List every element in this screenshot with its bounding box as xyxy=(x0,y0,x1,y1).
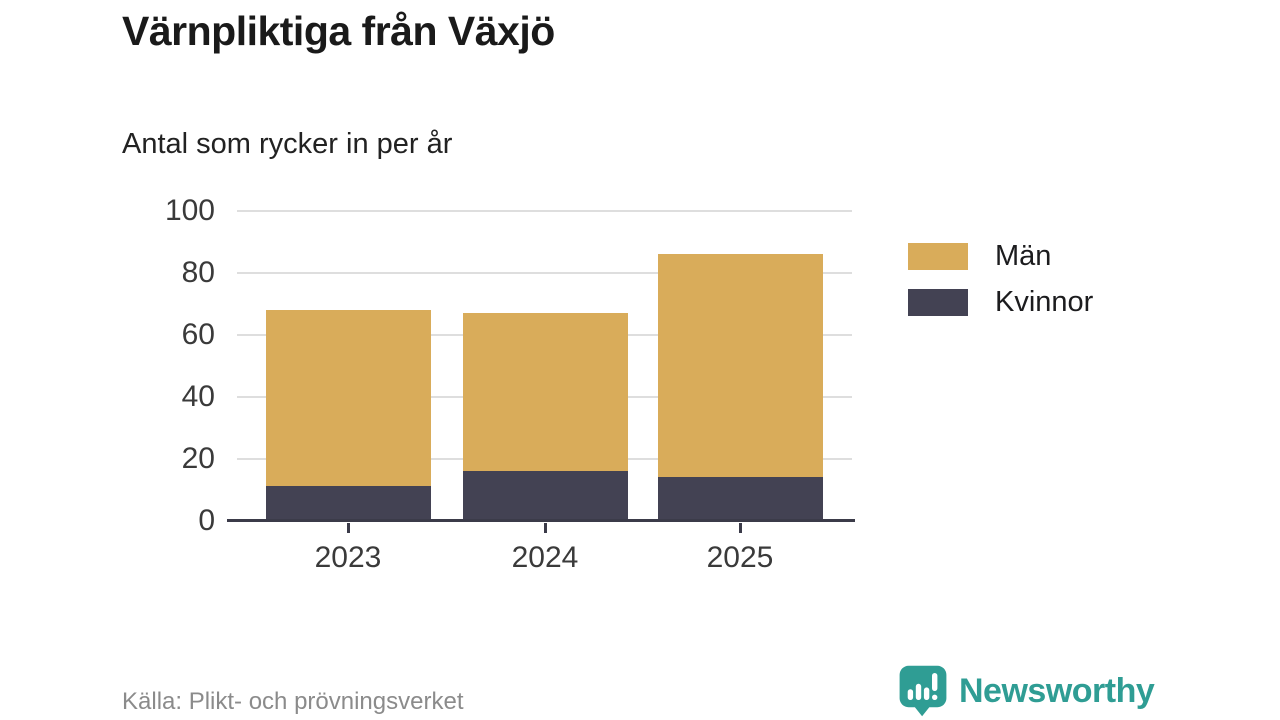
gridline-100 xyxy=(237,210,852,212)
bar-2024-män xyxy=(463,313,628,471)
legend-label-kvinnor: Kvinnor xyxy=(995,289,1093,316)
newsworthy-logo[interactable]: Newsworthy xyxy=(896,664,1154,718)
x-tick-2023 xyxy=(347,523,350,533)
y-tick-label-80: 80 xyxy=(90,256,215,290)
y-tick-label-60: 60 xyxy=(90,318,215,352)
x-tick-2024 xyxy=(544,523,547,533)
y-tick-label-40: 40 xyxy=(90,380,215,414)
bar-2023-män xyxy=(266,310,431,486)
x-tick-2025 xyxy=(739,523,742,533)
chart-subtitle: Antal som rycker in per år xyxy=(122,128,452,161)
legend-item-kvinnor: Kvinnor xyxy=(908,289,1093,316)
bar-2024-kvinnor xyxy=(463,471,628,521)
newsworthy-logo-icon xyxy=(896,664,950,718)
x-tick-label-2023: 2023 xyxy=(278,540,418,576)
legend-label-män: Män xyxy=(995,243,1051,270)
plot-area xyxy=(237,211,852,521)
y-tick-label-20: 20 xyxy=(90,442,215,476)
bar-2025-kvinnor xyxy=(658,477,823,520)
legend-swatch-kvinnor xyxy=(908,289,968,316)
page-title: Värnpliktiga från Växjö xyxy=(122,8,555,55)
legend-item-män: Män xyxy=(908,243,1093,270)
x-axis-line xyxy=(227,519,855,523)
legend: Män Kvinnor xyxy=(908,243,1093,335)
x-tick-label-2024: 2024 xyxy=(475,540,615,576)
bar-2025-män xyxy=(658,254,823,477)
source-note: Källa: Plikt- och prövningsverket xyxy=(122,688,463,716)
newsworthy-wordmark: Newsworthy xyxy=(959,672,1154,711)
y-tick-label-0: 0 xyxy=(90,504,215,538)
y-tick-label-100: 100 xyxy=(90,194,215,228)
x-tick-label-2025: 2025 xyxy=(670,540,810,576)
legend-swatch-män xyxy=(908,243,968,270)
bar-2023-kvinnor xyxy=(266,486,431,520)
